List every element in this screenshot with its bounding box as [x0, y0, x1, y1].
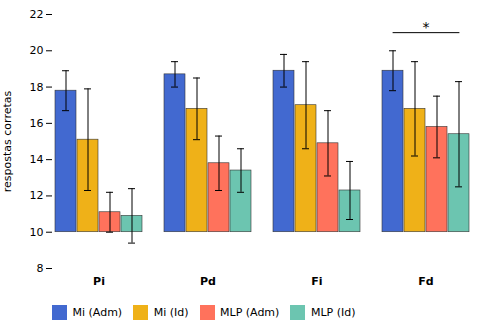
svg-text:Pi: Pi [93, 275, 105, 288]
svg-text:16: 16 [30, 117, 44, 130]
html-text:Mi (Adm): Mi (Adm) [72, 306, 123, 319]
svg-text:Pd: Pd [200, 275, 216, 288]
svg-text:Fd: Fd [418, 275, 433, 288]
svg-text:22: 22 [30, 8, 44, 21]
svg-text:12: 12 [30, 189, 44, 202]
html-text:MLP (Id): MLP (Id) [310, 306, 356, 319]
svg-text:8: 8 [37, 262, 44, 275]
svg-text:14: 14 [30, 153, 44, 166]
svg-text:*: * [423, 19, 430, 35]
html-text:MLP (Adm): MLP (Adm) [220, 306, 280, 319]
svg-text:Fi: Fi [311, 275, 322, 288]
svg-text:18: 18 [30, 81, 44, 94]
svg-text:20: 20 [30, 44, 44, 57]
html-text:Mi (Id): Mi (Id) [153, 306, 189, 319]
svg-text:respostas corretas: respostas corretas [1, 91, 14, 193]
svg-text:10: 10 [30, 226, 44, 239]
